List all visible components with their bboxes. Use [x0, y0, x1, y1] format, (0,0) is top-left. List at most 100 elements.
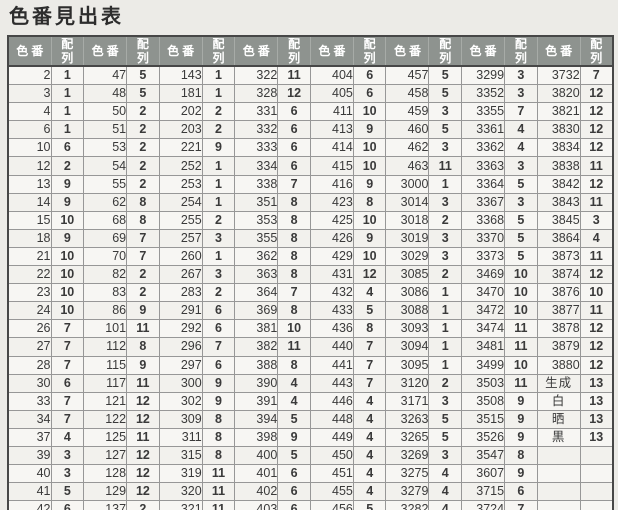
cell-shikiban: 297	[158, 355, 203, 375]
cell-hairetsu: 2	[201, 120, 236, 140]
cell-shikiban: 23	[7, 283, 52, 303]
cell-hairetsu	[579, 445, 614, 466]
cell-shikiban: 436	[309, 319, 354, 339]
cell-hairetsu: 1	[428, 301, 463, 321]
cell-hairetsu: 5	[504, 210, 538, 230]
cell-hairetsu: 10	[352, 156, 387, 176]
cell-shikiban: 21	[7, 246, 52, 267]
cell-shikiban: 115	[83, 355, 128, 375]
table-row: 23 10 83 2 283 2 364 7 432 4 3086 1 3470 10 3876 10	[7, 283, 614, 303]
cell-hairetsu: 5	[126, 65, 160, 86]
page-title: 色番見出表	[9, 6, 124, 28]
cell-hairetsu: 1	[201, 192, 236, 212]
cell-hairetsu: 8	[201, 427, 236, 447]
cell-shikiban: 449	[309, 427, 354, 447]
cell-shikiban: 252	[158, 156, 203, 176]
cell-hairetsu: 11	[277, 337, 311, 357]
cell-hairetsu: 1	[201, 156, 236, 176]
cell-hairetsu: 4	[352, 427, 387, 447]
cell-shikiban: 391	[234, 391, 279, 411]
cell-hairetsu: 4	[428, 482, 463, 502]
cell-shikiban: 6	[7, 120, 52, 140]
table-row: 6 1 51 2 203 2 332 6 413 9 460 5 3361 4 3830 12	[7, 120, 614, 140]
cell-hairetsu: 8	[126, 192, 160, 212]
cell-shikiban: 400	[234, 445, 279, 466]
cell-shikiban: 3088	[385, 301, 430, 321]
cell-shikiban: 117	[83, 373, 128, 393]
cell-hairetsu: 4	[352, 283, 387, 303]
cell-hairetsu: 2	[201, 283, 236, 303]
cell-hairetsu: 9	[50, 174, 85, 194]
cell-hairetsu: 6	[201, 319, 236, 339]
column-header-shikiban: 色番	[234, 35, 279, 67]
cell-hairetsu: 12	[579, 174, 614, 194]
cell-hairetsu: 3	[428, 445, 463, 466]
cell-hairetsu: 6	[277, 156, 311, 176]
cell-hairetsu: 11	[428, 156, 463, 176]
cell-hairetsu: 7	[579, 65, 614, 86]
table-row: 2 1 47 5 143 1 322 11 404 6 457 5 3299 3 3732 7	[7, 65, 614, 86]
cell-shikiban: 34	[7, 409, 52, 429]
cell-shikiban: 363	[234, 265, 279, 285]
cell-shikiban: 3843	[536, 192, 581, 212]
cell-shikiban: 14	[7, 192, 52, 212]
cell-shikiban: 41	[7, 482, 52, 502]
cell-shikiban: 3263	[385, 409, 430, 429]
cell-shikiban: 362	[234, 246, 279, 267]
cell-hairetsu: 6	[50, 373, 85, 393]
table-row: 28 7 115 9 297 6 388 8 441 7 3095 1 3499 10 3880 12	[7, 355, 614, 375]
cell-hairetsu: 3	[428, 102, 463, 122]
cell-shikiban: 202	[158, 102, 203, 122]
cell-shikiban	[536, 500, 581, 510]
cell-shikiban: 390	[234, 373, 279, 393]
cell-hairetsu: 11	[579, 301, 614, 321]
cell-shikiban: 448	[309, 409, 354, 429]
cell-hairetsu: 8	[126, 210, 160, 230]
cell-shikiban: 463	[385, 156, 430, 176]
cell-shikiban: 3269	[385, 445, 430, 466]
header-row: 色番 配列 色番 配列 色番 配列 色番 配列 色番 配列 色番 配列 色番 配列 色番 配列	[7, 35, 614, 67]
cell-shikiban: 3361	[461, 120, 506, 140]
cell-shikiban: 425	[309, 210, 354, 230]
cell-hairetsu: 12	[579, 265, 614, 285]
column-header-shikiban: 色番	[536, 35, 581, 67]
cell-hairetsu: 10	[504, 355, 538, 375]
cell-hairetsu: 8	[277, 228, 311, 248]
cell-shikiban	[536, 482, 581, 502]
cell-hairetsu: 9	[352, 120, 387, 140]
cell-hairetsu: 5	[504, 174, 538, 194]
table-row: 42 6 137 2 321 11 403 6 456 5 3282 4 3724 7	[7, 500, 614, 510]
cell-hairetsu: 5	[428, 120, 463, 140]
cell-hairetsu: 9	[504, 427, 538, 447]
cell-hairetsu: 12	[126, 409, 160, 429]
cell-hairetsu: 12	[579, 102, 614, 122]
cell-hairetsu: 5	[352, 500, 387, 510]
cell-shikiban: 311	[158, 427, 203, 447]
cell-hairetsu: 11	[504, 337, 538, 357]
cell-shikiban: 3363	[461, 156, 506, 176]
cell-hairetsu: 9	[504, 464, 538, 484]
cell-hairetsu: 2	[428, 265, 463, 285]
cell-hairetsu: 3	[428, 391, 463, 411]
cell-shikiban: 283	[158, 283, 203, 303]
cell-hairetsu: 8	[277, 265, 311, 285]
cell-shikiban: 364	[234, 283, 279, 303]
cell-hairetsu: 13	[579, 427, 614, 447]
cell-shikiban: 3370	[461, 228, 506, 248]
cell-shikiban: 晒	[536, 409, 581, 429]
cell-shikiban: 296	[158, 337, 203, 357]
column-header-hairetsu: 配列	[277, 35, 311, 67]
cell-hairetsu: 1	[428, 174, 463, 194]
cell-hairetsu: 6	[277, 120, 311, 140]
cell-shikiban: 129	[83, 482, 128, 502]
table-row: 37 4 125 11 311 8 398 9 449 4 3265 5 3526 9 黒 13	[7, 427, 614, 447]
cell-hairetsu: 7	[201, 337, 236, 357]
cell-hairetsu: 3	[428, 228, 463, 248]
cell-shikiban: 3364	[461, 174, 506, 194]
table-row: 21 10 70 7 260 1 362 8 429 10 3029 3 3373 5 3873 11	[7, 246, 614, 267]
cell-hairetsu: 2	[126, 156, 160, 176]
cell-shikiban: 3367	[461, 192, 506, 212]
column-header-shikiban: 色番	[158, 35, 203, 67]
cell-shikiban: 3279	[385, 482, 430, 502]
